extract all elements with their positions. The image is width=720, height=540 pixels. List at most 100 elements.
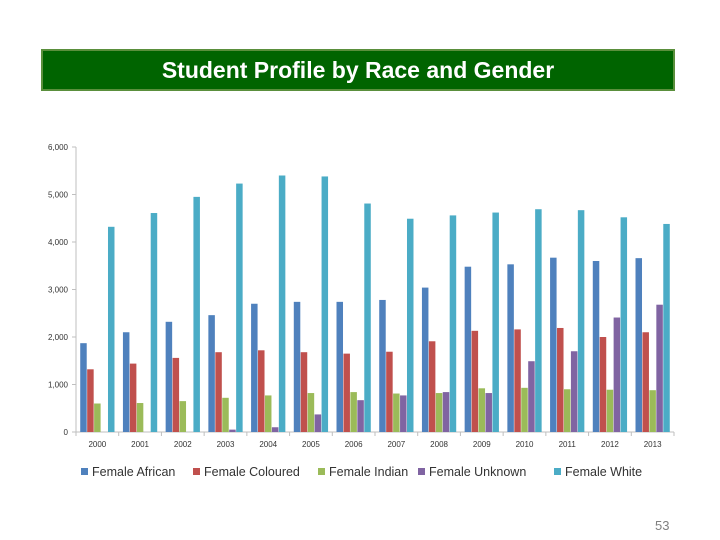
x-tick-label: 2002 (174, 440, 192, 449)
bar (307, 393, 315, 432)
bar (485, 393, 492, 432)
bar (336, 301, 344, 432)
bar (521, 387, 528, 432)
legend-label: Female Unknown (429, 465, 526, 479)
bar (649, 390, 656, 432)
x-tick-label: 2012 (601, 440, 619, 449)
bar (550, 257, 557, 432)
bar (577, 210, 585, 432)
legend-swatch (418, 468, 425, 475)
bar (179, 401, 187, 432)
bar (172, 357, 180, 432)
bar (350, 392, 357, 432)
bar (656, 304, 663, 432)
bar (435, 393, 443, 432)
bar (258, 350, 265, 432)
bar (635, 258, 643, 432)
page-number: 53 (655, 518, 670, 533)
bar (208, 315, 215, 432)
chart-legend: Female African Female Coloured Female Indi… (81, 465, 642, 479)
bar (215, 352, 222, 432)
bar (236, 183, 243, 432)
legend-swatch (193, 468, 200, 475)
bar (464, 266, 472, 432)
bar (400, 395, 407, 432)
bar (421, 287, 429, 432)
y-tick-label: 5,000 (48, 191, 69, 200)
x-tick-label: 2011 (559, 440, 577, 449)
bar (570, 351, 578, 432)
legend-label: Female Indian (329, 465, 408, 479)
bar (592, 261, 600, 432)
x-tick-label: 2013 (644, 440, 662, 449)
bar (343, 353, 350, 432)
legend-label: Female White (565, 465, 642, 479)
bar (471, 330, 479, 432)
chart-bars (80, 175, 670, 432)
bar (357, 400, 364, 432)
bar (449, 215, 457, 432)
bar (642, 332, 649, 432)
bar (80, 343, 87, 432)
legend-label: Female African (92, 465, 175, 479)
bar (129, 363, 137, 432)
bar (428, 341, 436, 432)
y-tick-label: 4,000 (48, 238, 69, 247)
bar (314, 414, 322, 432)
bar (107, 226, 115, 432)
y-tick-label: 1,000 (48, 381, 69, 390)
bar (442, 392, 450, 432)
bar (150, 213, 158, 432)
x-tick-label: 2006 (345, 440, 363, 449)
bar (251, 303, 258, 432)
bar (535, 209, 542, 432)
bar (94, 403, 101, 432)
bar (364, 203, 371, 432)
bar (193, 196, 200, 432)
bar (264, 395, 272, 432)
bar (406, 218, 414, 432)
bar (478, 388, 486, 432)
bar (393, 393, 400, 432)
x-tick-label: 2010 (516, 440, 534, 449)
bar (563, 389, 571, 432)
bar (663, 223, 670, 432)
x-tick-label: 2008 (430, 440, 448, 449)
y-tick-label: 6,000 (48, 143, 69, 152)
y-tick-label: 3,000 (48, 286, 69, 295)
x-tick-label: 2003 (217, 440, 235, 449)
bar (557, 327, 564, 432)
bar (379, 299, 386, 432)
bar (229, 429, 236, 432)
bar (386, 351, 393, 432)
x-tick-label: 2000 (88, 440, 106, 449)
bar (122, 332, 130, 432)
x-tick-label: 2004 (259, 440, 277, 449)
bar (528, 361, 535, 432)
legend-swatch (554, 468, 561, 475)
bar (492, 212, 499, 432)
bar (620, 217, 628, 432)
legend-swatch (81, 468, 88, 475)
bar (222, 397, 229, 432)
legend-label: Female Coloured (204, 465, 300, 479)
bar (606, 389, 614, 432)
legend-swatch (318, 468, 325, 475)
bar (87, 369, 94, 432)
x-tick-label: 2005 (302, 440, 320, 449)
bar (300, 352, 308, 432)
slide-title: Student Profile by Race and Gender (161, 56, 555, 83)
bar (599, 337, 607, 432)
bar (136, 403, 144, 432)
y-tick-label: 2,000 (48, 333, 69, 342)
slide-title-banner: Student Profile by Race and Gender (41, 49, 675, 91)
x-tick-label: 2007 (387, 440, 405, 449)
bar (514, 329, 521, 432)
bar (507, 264, 514, 432)
bar (165, 321, 173, 432)
x-tick-label: 2001 (131, 440, 149, 449)
bar (278, 175, 286, 432)
bar (613, 317, 621, 432)
y-tick-label: 0 (64, 428, 69, 437)
